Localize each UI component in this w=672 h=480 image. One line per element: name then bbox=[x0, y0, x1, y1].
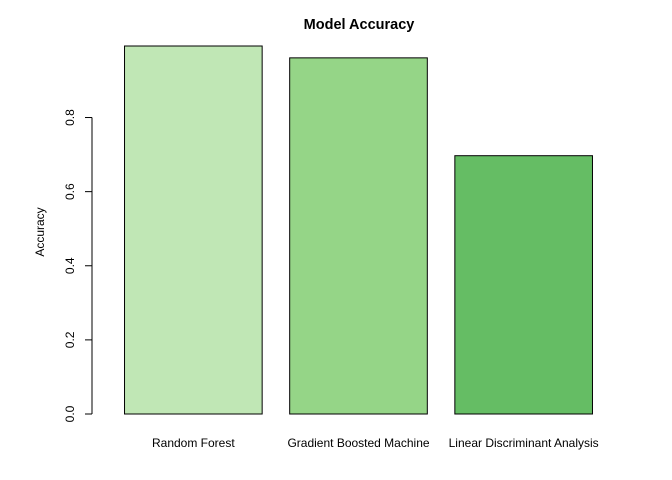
y-tick-label: 0.0 bbox=[63, 405, 77, 422]
x-tick-label: Linear Discriminant Analysis bbox=[449, 436, 599, 450]
x-tick-label: Gradient Boosted Machine bbox=[287, 436, 429, 450]
y-tick-label: 0.8 bbox=[63, 109, 77, 126]
x-tick-label: Random Forest bbox=[152, 436, 235, 450]
bar bbox=[124, 45, 263, 415]
bar bbox=[289, 57, 428, 415]
y-axis-label: Accuracy bbox=[33, 207, 47, 256]
y-tick-label: 0.2 bbox=[63, 331, 77, 348]
y-axis: 0.0 0.2 0.4 0.6 0.8 bbox=[63, 109, 93, 422]
x-axis-labels: Random Forest Gradient Boosted Machine Lin… bbox=[152, 436, 599, 450]
bars-group bbox=[124, 45, 593, 415]
bar bbox=[454, 155, 593, 415]
y-tick-label: 0.6 bbox=[63, 183, 77, 200]
chart-title: Model Accuracy bbox=[304, 17, 415, 33]
y-tick-label: 0.4 bbox=[63, 257, 77, 274]
